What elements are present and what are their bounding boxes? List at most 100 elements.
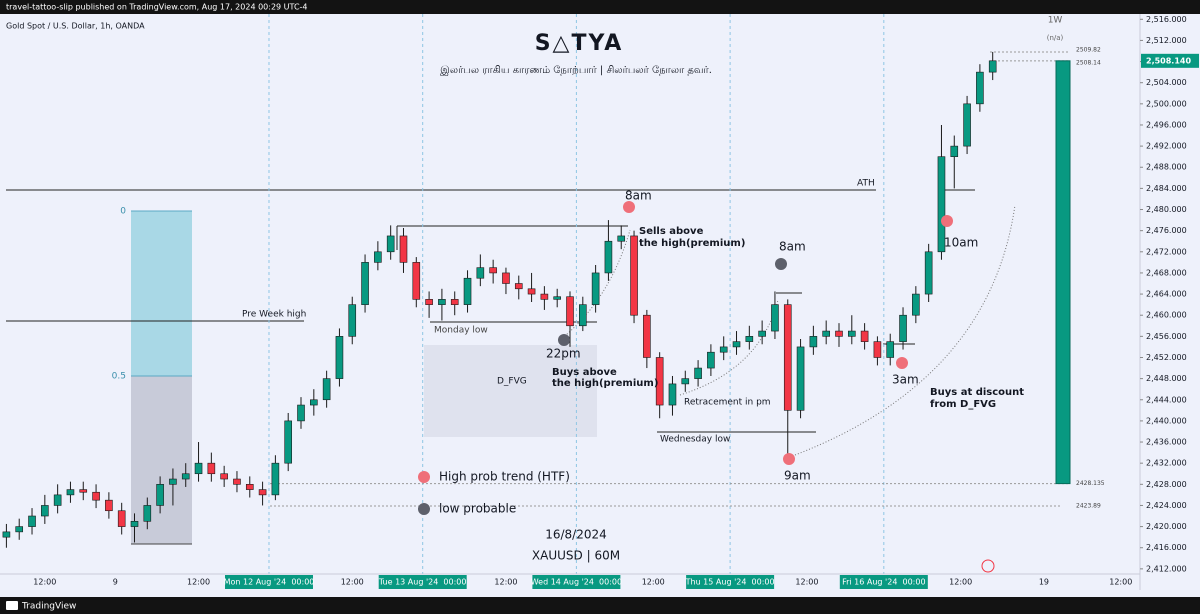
annotation: D_FVG xyxy=(497,377,527,387)
y-tick-label: 2,412.000 xyxy=(1146,564,1187,573)
y-tick-label: 2,464.000 xyxy=(1146,290,1187,299)
x-tick-label: Thu 15 Aug '24 00:00 xyxy=(685,578,775,587)
candle-body xyxy=(117,510,126,527)
curve xyxy=(559,229,631,341)
y-tick-label: 2,476.000 xyxy=(1146,226,1187,235)
candle-body xyxy=(783,304,792,411)
y-tick-label: 2,444.000 xyxy=(1146,395,1187,404)
annotation: Sells above xyxy=(639,226,704,237)
annotation: 8am xyxy=(779,240,806,254)
range-bar xyxy=(1055,60,1071,485)
x-tick-label: 12:00 xyxy=(33,578,56,587)
candle-body xyxy=(579,304,587,327)
candle-body xyxy=(386,235,395,253)
x-tick-label: 12:00 xyxy=(949,578,972,587)
x-tick-box xyxy=(378,575,467,589)
candle-body xyxy=(156,484,164,506)
top-bar xyxy=(0,0,1200,14)
y-tick-label: 2,500.000 xyxy=(1146,99,1187,108)
x-tick-label: 12:00 xyxy=(494,578,517,587)
candle-body xyxy=(310,399,318,406)
candle-body xyxy=(271,462,280,496)
candle-body xyxy=(502,272,510,284)
y-tick-label: 2,448.000 xyxy=(1146,374,1187,383)
candle-body xyxy=(194,462,203,475)
annotation: Buys above xyxy=(552,367,617,378)
candle-body xyxy=(899,314,907,342)
candle-body xyxy=(92,491,100,501)
price-note: 2428.135 xyxy=(1076,480,1105,487)
annotation: 22pm xyxy=(546,347,581,361)
signal-dot xyxy=(558,334,570,346)
candle-body xyxy=(950,145,959,157)
candle-body xyxy=(181,473,190,480)
annotation: Pre Week high xyxy=(242,310,306,320)
candle-body xyxy=(322,378,331,401)
candle-body xyxy=(412,262,421,300)
y-tick-label: 2,456.000 xyxy=(1146,332,1187,341)
timeframe: 1W xyxy=(1048,16,1063,26)
y-tick-label: 2,416.000 xyxy=(1146,543,1187,552)
x-tick-box xyxy=(532,575,621,589)
price-note: 2508.14 xyxy=(1076,59,1101,66)
candle-body xyxy=(438,299,446,305)
candle-body xyxy=(2,531,11,538)
y-tick-label: 2,452.000 xyxy=(1146,353,1187,362)
y-tick-label: 2,512.000 xyxy=(1146,36,1187,45)
x-tick-label: 12:00 xyxy=(341,578,364,587)
candle-body xyxy=(258,489,267,496)
candle-body xyxy=(847,330,856,337)
y-tick-label: 2,428.000 xyxy=(1146,480,1187,489)
x-tick-box xyxy=(839,575,928,589)
annotation: from D_FVG xyxy=(930,399,996,410)
alert-icon xyxy=(981,559,995,573)
legend-label: High prob trend (HTF) xyxy=(439,470,570,484)
status: (n/a) xyxy=(1047,34,1064,42)
y-tick-label: 2,484.000 xyxy=(1146,184,1187,193)
signal-dot xyxy=(775,258,787,270)
candle-body xyxy=(553,296,561,300)
candle-body xyxy=(796,346,805,411)
symbol: Gold Spot / U.S. Dollar, 1h, OANDA xyxy=(6,22,145,31)
x-tick-box xyxy=(686,575,775,589)
candle-body xyxy=(169,478,177,485)
candle-body xyxy=(681,378,690,385)
candle-body xyxy=(912,293,920,316)
symbol-note: XAUUSD | 60M xyxy=(532,549,620,563)
y-tick-label: 2,492.000 xyxy=(1146,142,1187,151)
candle-body xyxy=(207,462,216,475)
x-tick-label: 12:00 xyxy=(642,578,665,587)
candle-body xyxy=(745,336,754,342)
candle-body xyxy=(591,272,600,305)
candle-body xyxy=(566,296,574,327)
candle-body xyxy=(425,299,433,305)
y-tick-label: 2,516.000 xyxy=(1146,15,1187,24)
candle-body xyxy=(130,521,139,527)
fib-zone-upper xyxy=(131,211,192,376)
candle-body xyxy=(604,240,613,274)
last-price-label: 2,508.140 xyxy=(1146,56,1191,65)
candle-body xyxy=(233,478,241,485)
annotation: Wednesday low xyxy=(660,435,730,445)
candle-body xyxy=(835,330,843,337)
x-tick-label: 12:00 xyxy=(187,578,210,587)
candle-body xyxy=(873,341,882,358)
y-tick-label: 2,496.000 xyxy=(1146,120,1187,129)
fib-zone-lower xyxy=(131,376,192,544)
candle-body xyxy=(143,505,152,522)
candle-body xyxy=(758,330,766,337)
candle-body xyxy=(284,420,293,464)
annotation: ATH xyxy=(857,179,875,189)
signal-dot xyxy=(896,357,908,369)
chart-title: S△TYA xyxy=(535,31,624,56)
candle-body xyxy=(988,60,997,73)
annotation: Retracement in pm xyxy=(684,398,771,408)
candle-body xyxy=(771,304,779,332)
candle-body xyxy=(450,299,459,305)
candle-body xyxy=(732,341,741,348)
candle-body xyxy=(976,71,984,105)
x-tick-box xyxy=(224,575,313,589)
candle-body xyxy=(719,346,728,353)
candle-body xyxy=(643,314,651,358)
